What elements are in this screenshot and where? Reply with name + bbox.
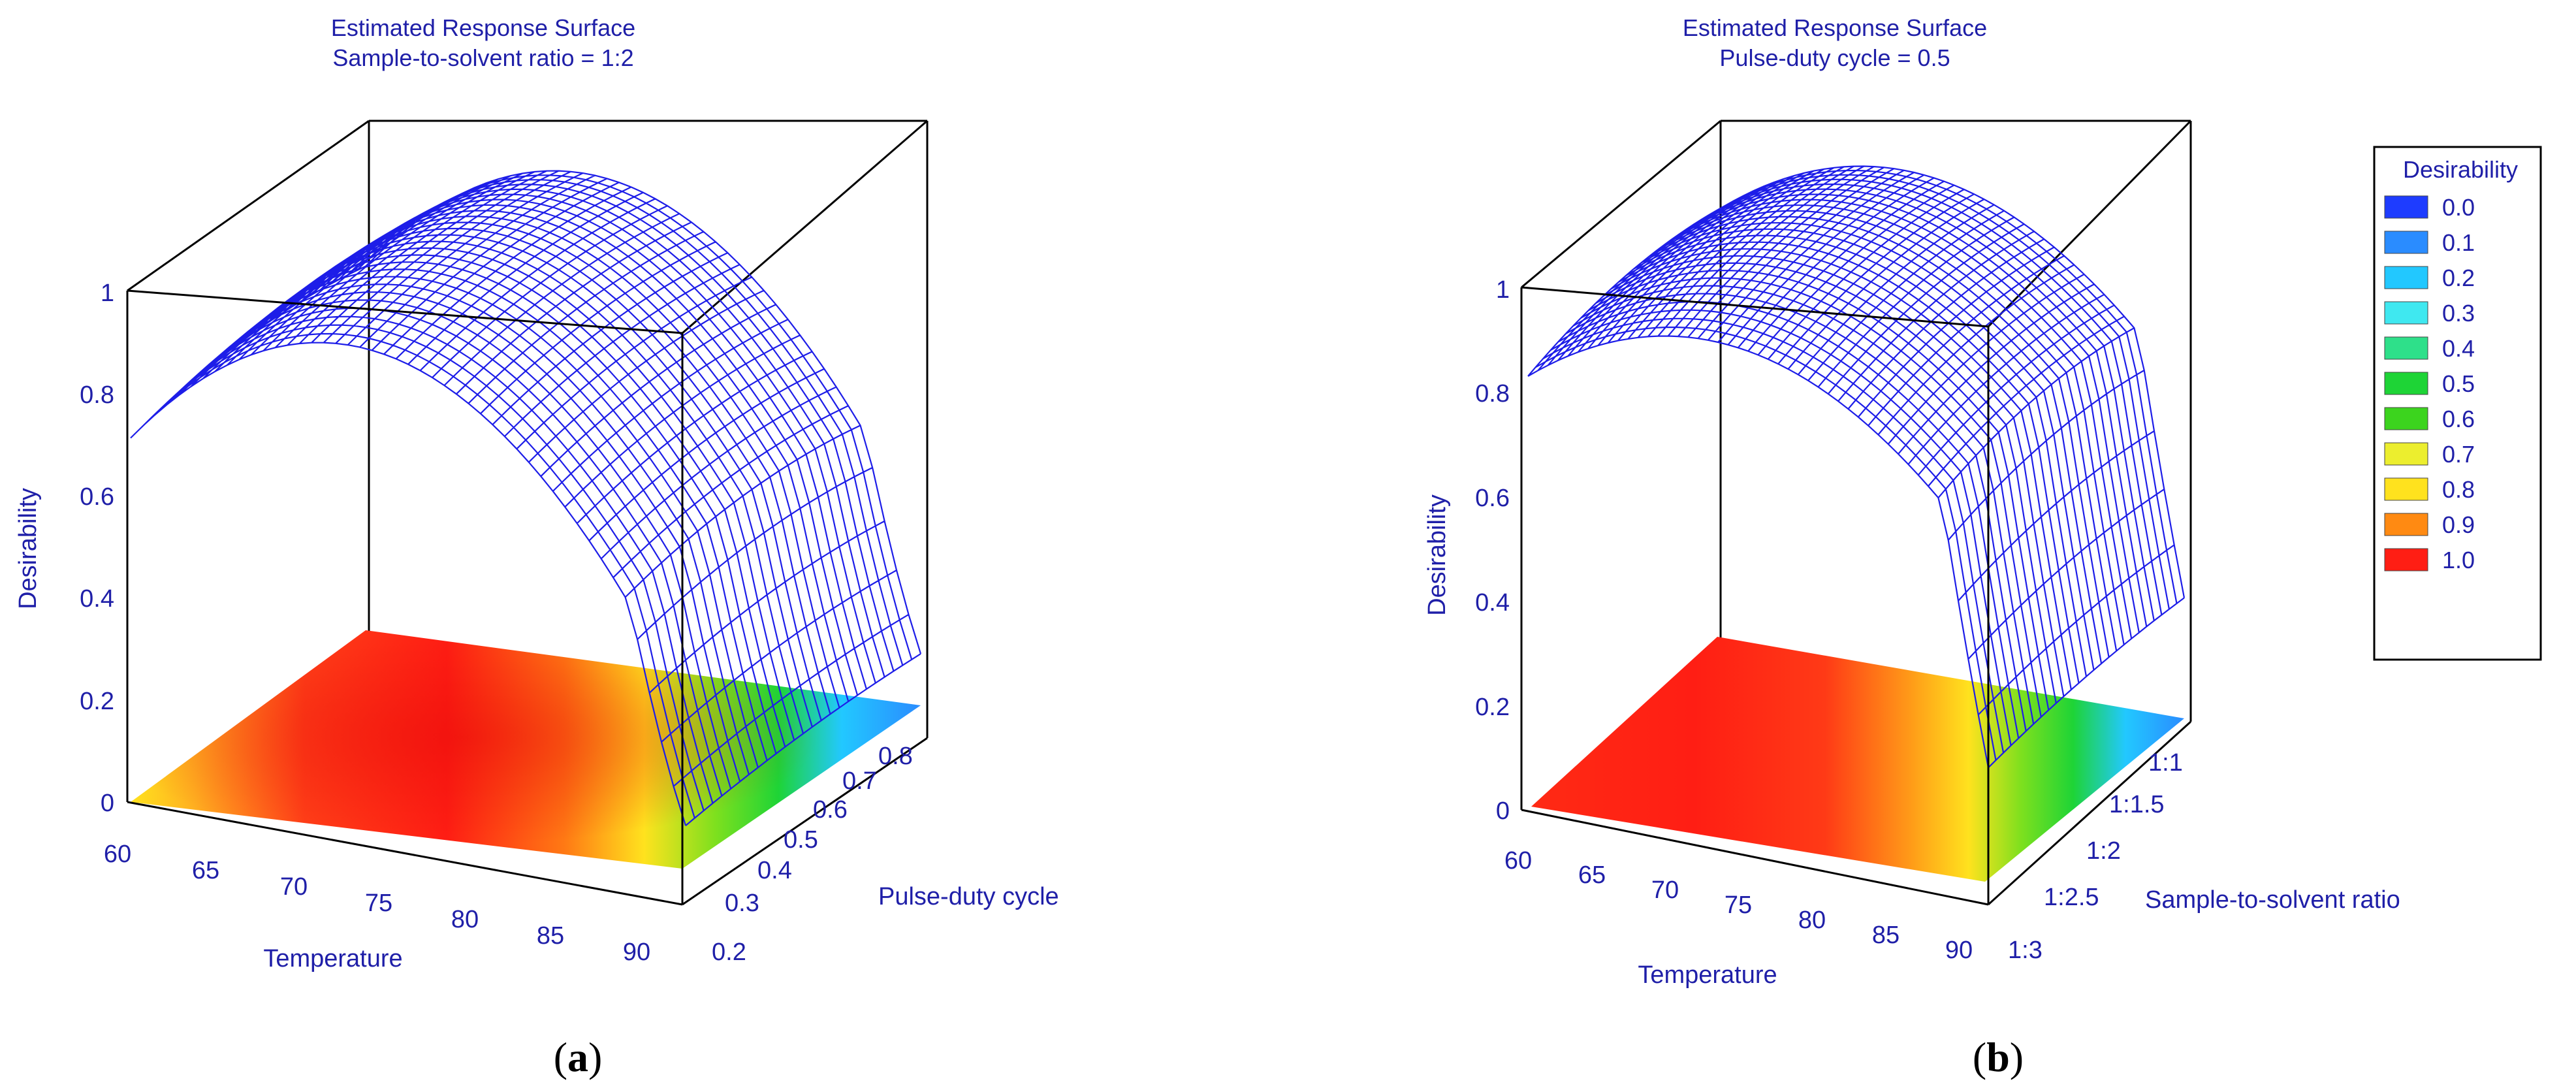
panel-a-x-axis: 60 65 70 75 80 85 90 Temperature xyxy=(104,841,650,972)
panel-a-x-tick: 70 xyxy=(280,873,308,901)
panel-a-x-tick: 90 xyxy=(623,939,650,966)
panel-a-y-tick: 0.6 xyxy=(813,796,848,824)
legend-label: 0.5 xyxy=(2442,370,2475,397)
panel-a-chart: Estimated Response Surface Sample-to-sol… xyxy=(14,14,1059,1080)
panel-a-y-tick: 0.4 xyxy=(757,857,792,884)
panel-b-x-tick: 85 xyxy=(1872,922,1900,949)
panel-b-z-tick: 0.6 xyxy=(1475,485,1510,512)
panel-a-x-tick: 75 xyxy=(365,890,392,917)
panel-b-surface-mesh xyxy=(1527,165,2186,769)
legend-swatch xyxy=(2384,336,2428,360)
legend-label: 0.4 xyxy=(2442,335,2475,362)
legend-label: 0.8 xyxy=(2442,476,2475,503)
panel-a-z-tick: 0 xyxy=(101,790,114,817)
panel-b-z-tick: 0 xyxy=(1496,797,1510,825)
panel-b-y-label: Sample-to-solvent ratio xyxy=(2145,886,2400,914)
legend-swatch xyxy=(2384,442,2428,466)
panel-a-x-tick: 80 xyxy=(451,906,479,933)
panel-a-y-tick: 0.2 xyxy=(712,939,746,966)
panel-a-y-tick: 0.7 xyxy=(842,767,877,795)
panel-b-y-tick: 1:2 xyxy=(2086,837,2121,865)
panel-b-z-axis: 0 0.2 0.4 0.6 0.8 1 Desirability xyxy=(1423,276,1510,825)
panel-b-chart: Estimated Response Surface Pulse-duty cy… xyxy=(1423,14,2400,1080)
panel-a-y-axis: 0.2 0.3 0.4 0.5 0.6 0.7 0.8 Pulse-duty c… xyxy=(712,743,1059,966)
legend-items: 0.0 0.1 0.2 0.3 0.4 0.5 0.6 0.7 0.8 0.9 1.0 xyxy=(2384,194,2475,573)
desirability-legend: Desirability 0.0 0.1 0.2 0.3 0.4 0.5 0.6 0.7 0.8… xyxy=(2373,146,2542,661)
legend-label: 0.1 xyxy=(2442,229,2475,256)
panel-b-z-tick: 1 xyxy=(1496,276,1510,304)
panel-a-surface-mesh xyxy=(130,170,922,826)
panel-a-y-tick: 0.5 xyxy=(784,826,818,854)
panel-b-z-tick: 0.8 xyxy=(1475,380,1510,408)
panel-b-y-tick: 1:3 xyxy=(2008,937,2043,964)
panel-b-y-axis: 1:3 1:2.5 1:2 1:1.5 1:1 Sample-to-solven… xyxy=(2008,749,2400,964)
panel-a-z-tick: 0.2 xyxy=(80,688,114,715)
panel-b-z-label: Desirability xyxy=(1423,494,1451,616)
panel-b-y-tick: 1:2.5 xyxy=(2044,884,2099,911)
legend-title: Desirability xyxy=(2403,156,2518,183)
panel-b-x-tick: 65 xyxy=(1578,861,1606,889)
panel-a-x-tick: 65 xyxy=(192,857,219,884)
panel-b-y-tick: 1:1 xyxy=(2148,749,2183,777)
legend-swatch xyxy=(2384,548,2428,571)
panel-a-z-axis: 0 0.2 0.4 0.6 0.8 1 Desirability xyxy=(14,280,114,817)
legend-swatch xyxy=(2384,513,2428,536)
panel-a-title: Estimated Response Surface xyxy=(331,14,635,41)
panel-b-x-axis: 60 65 70 75 80 85 90 Temperature xyxy=(1504,847,1973,989)
panel-b-box-back xyxy=(1521,120,2192,722)
panel-b-z-tick: 0.2 xyxy=(1475,694,1510,721)
panel-a-z-tick: 1 xyxy=(101,280,114,307)
panel-a-z-label: Desirability xyxy=(14,488,42,609)
panel-b-x-tick: 75 xyxy=(1725,891,1752,919)
panel-a-caption: (a) xyxy=(554,1034,603,1080)
panel-b-x-tick: 60 xyxy=(1504,847,1532,875)
panel-b-x-tick: 90 xyxy=(1945,937,1973,964)
panel-a-z-tick: 0.6 xyxy=(80,483,114,511)
panel-a-z-tick: 0.4 xyxy=(80,585,114,613)
panel-b-y-tick: 1:1.5 xyxy=(2109,791,2165,818)
panel-b-subtitle: Pulse-duty cycle = 0.5 xyxy=(1719,44,1950,71)
panel-b-x-label: Temperature xyxy=(1638,961,1777,989)
panel-b-box-front xyxy=(1520,286,2192,906)
legend-swatch xyxy=(2384,266,2428,289)
panel-b-caption: (b) xyxy=(1973,1034,2024,1080)
panel-a-y-tick: 0.3 xyxy=(725,890,759,917)
panel-b-contour-floor xyxy=(1531,637,2184,882)
legend-label: 1.0 xyxy=(2442,547,2475,573)
panel-a-box-back xyxy=(127,120,929,738)
legend-label: 0.6 xyxy=(2442,406,2475,432)
legend-label: 0.3 xyxy=(2442,300,2475,327)
panel-a-x-tick: 85 xyxy=(537,922,564,950)
legend-swatch xyxy=(2384,231,2428,254)
panel-b-title: Estimated Response Surface xyxy=(1683,14,1987,41)
legend-label: 0.0 xyxy=(2442,194,2475,221)
panel-a-box-front xyxy=(126,289,928,906)
panel-a-subtitle: Sample-to-solvent ratio = 1:2 xyxy=(332,44,633,71)
legend-swatch xyxy=(2384,372,2428,395)
panel-a-y-tick: 0.8 xyxy=(878,743,913,770)
legend-swatch xyxy=(2384,301,2428,325)
panel-b-x-tick: 70 xyxy=(1651,876,1679,904)
legend-label: 0.2 xyxy=(2442,265,2475,291)
panel-b-x-tick: 80 xyxy=(1798,907,1826,934)
surface-wireframe xyxy=(1527,165,2186,769)
surface-wireframe xyxy=(130,170,922,826)
legend-swatch xyxy=(2384,477,2428,501)
panel-a-x-label: Temperature xyxy=(263,945,402,972)
legend-swatch xyxy=(2384,407,2428,430)
legend-frame xyxy=(2373,146,2542,661)
panel-a-x-tick: 60 xyxy=(104,841,131,868)
panel-a-z-tick: 0.8 xyxy=(80,381,114,409)
legend-label: 0.7 xyxy=(2442,441,2475,468)
panel-b-z-tick: 0.4 xyxy=(1475,589,1510,617)
legend-swatch xyxy=(2384,195,2428,219)
legend-label: 0.9 xyxy=(2442,511,2475,538)
panel-a-y-label: Pulse-duty cycle xyxy=(878,883,1059,910)
